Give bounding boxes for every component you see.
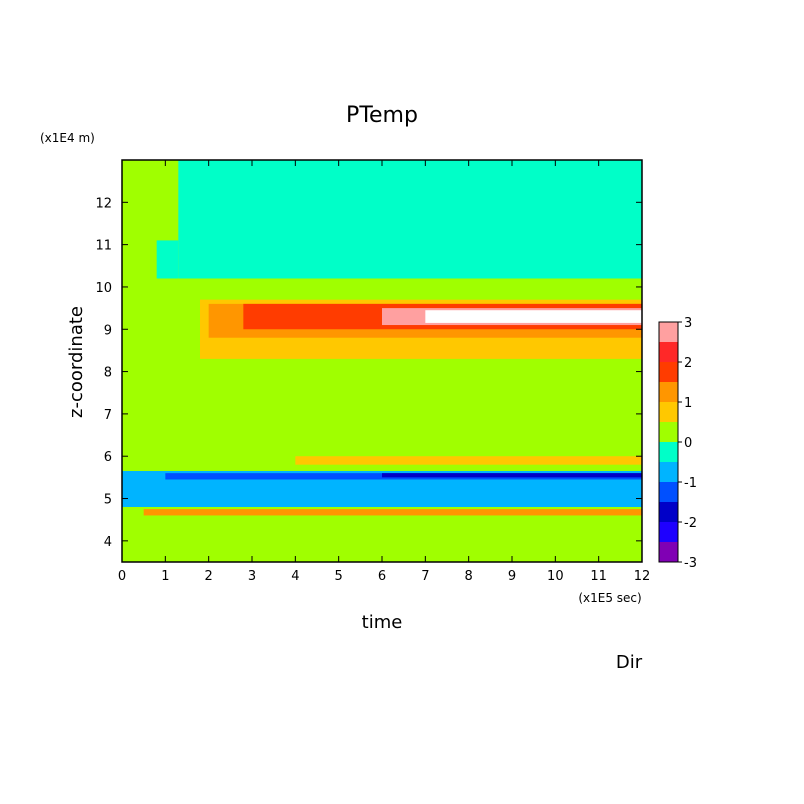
colorbar-swatch (659, 342, 678, 362)
x-tick-label: 0 (118, 569, 126, 584)
region-12 (295, 456, 642, 465)
colorbar-swatch (659, 442, 678, 462)
colorbar: -3 -2 -1 0 1 2 3 (658, 316, 697, 571)
colorbar-label: -3 (684, 556, 697, 571)
footer-dir: Dir (616, 652, 643, 673)
colorbar-label: 0 (684, 436, 692, 451)
x-tick-label: 4 (291, 569, 299, 584)
colorbar-swatch (659, 362, 678, 382)
region-1 (178, 160, 642, 279)
colorbar-swatch (659, 482, 678, 502)
x-tick-label: 1 (161, 569, 169, 584)
colorbar-swatch (659, 542, 678, 562)
x-tick-label: 2 (205, 569, 213, 584)
colorbar-swatch (659, 502, 678, 522)
x-tick-label: 5 (335, 569, 343, 584)
colorbar-label: 2 (684, 356, 692, 371)
colorbar-swatch (659, 382, 678, 402)
y-tick-label: 11 (95, 239, 112, 254)
region-11 (143, 509, 642, 516)
y-tick-label: 4 (104, 535, 112, 550)
colorbar-label: 3 (684, 316, 692, 331)
region-10 (382, 473, 642, 478)
x-tick-label: 3 (248, 569, 256, 584)
chart-title: PTemp (346, 103, 418, 128)
region-7 (425, 310, 642, 323)
x-tick-label: 9 (508, 569, 516, 584)
x-axis-label: time (362, 612, 403, 633)
x-tick-label: 6 (378, 569, 386, 584)
y-tick-label: 8 (104, 366, 112, 381)
colorbar-swatch (659, 522, 678, 542)
y-tick-label: 7 (104, 408, 112, 423)
x-tick-label: 8 (465, 569, 473, 584)
y-axis-label: z-coordinate (66, 306, 87, 418)
colorbar-swatch (659, 322, 678, 342)
x-tick-label: 12 (634, 569, 651, 584)
plot-area (122, 160, 642, 562)
x-axis: 0 1 2 3 4 5 6 7 8 9 10 11 12 (118, 160, 650, 584)
y-tick-label: 9 (104, 323, 112, 338)
y-tick-label: 5 (104, 493, 112, 508)
y-tick-label: 10 (95, 281, 112, 296)
y-tick-label: 6 (104, 450, 112, 465)
colorbar-swatch (659, 402, 678, 422)
colorbar-label: -1 (684, 476, 697, 491)
y-tick-label: 12 (95, 196, 112, 211)
colorbar-swatch (659, 422, 678, 442)
x-tick-label: 10 (547, 569, 564, 584)
colorbar-label: 1 (684, 396, 692, 411)
colorbar-label: -2 (684, 516, 697, 531)
y-axis: 4 5 6 7 8 9 10 11 12 (95, 196, 642, 550)
y-unit: (x1E4 m) (40, 131, 95, 145)
x-tick-label: 11 (590, 569, 607, 584)
x-tick-label: 7 (421, 569, 429, 584)
x-unit: (x1E5 sec) (578, 591, 641, 605)
region-2 (156, 240, 179, 279)
colorbar-swatch (659, 462, 678, 482)
